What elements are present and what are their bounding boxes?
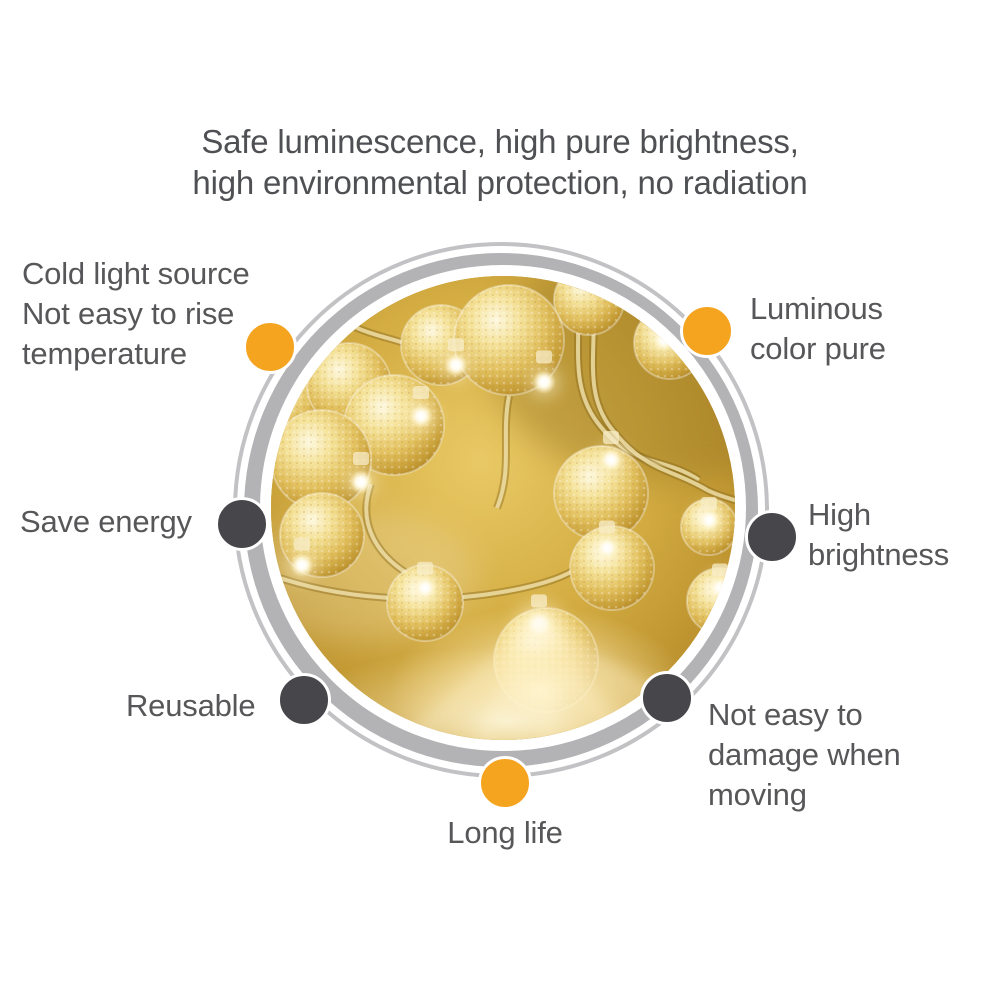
no-damage-dot: [640, 671, 694, 725]
cold-light-dot: [243, 320, 297, 374]
no-damage-label: Not easy to damage when moving: [708, 697, 901, 812]
save-energy-label: Save energy: [20, 504, 192, 539]
bubble-ball: [279, 492, 365, 578]
luminous-color-dot: [680, 304, 734, 358]
high-brightness-label: High brightness: [808, 497, 950, 572]
page-title: Safe luminescence, high pure brightness,…: [192, 123, 808, 201]
save-energy-dot: [215, 497, 269, 551]
long-life-dot: [478, 756, 532, 810]
reusable-label: Reusable: [126, 688, 256, 723]
luminous-color-label: Luminous color pure: [750, 291, 886, 366]
cold-light-label: Cold light source Not easy to rise tempe…: [22, 256, 250, 371]
long-life-label: Long life: [447, 815, 563, 850]
high-brightness-dot: [745, 510, 799, 564]
reusable-dot: [277, 673, 331, 727]
